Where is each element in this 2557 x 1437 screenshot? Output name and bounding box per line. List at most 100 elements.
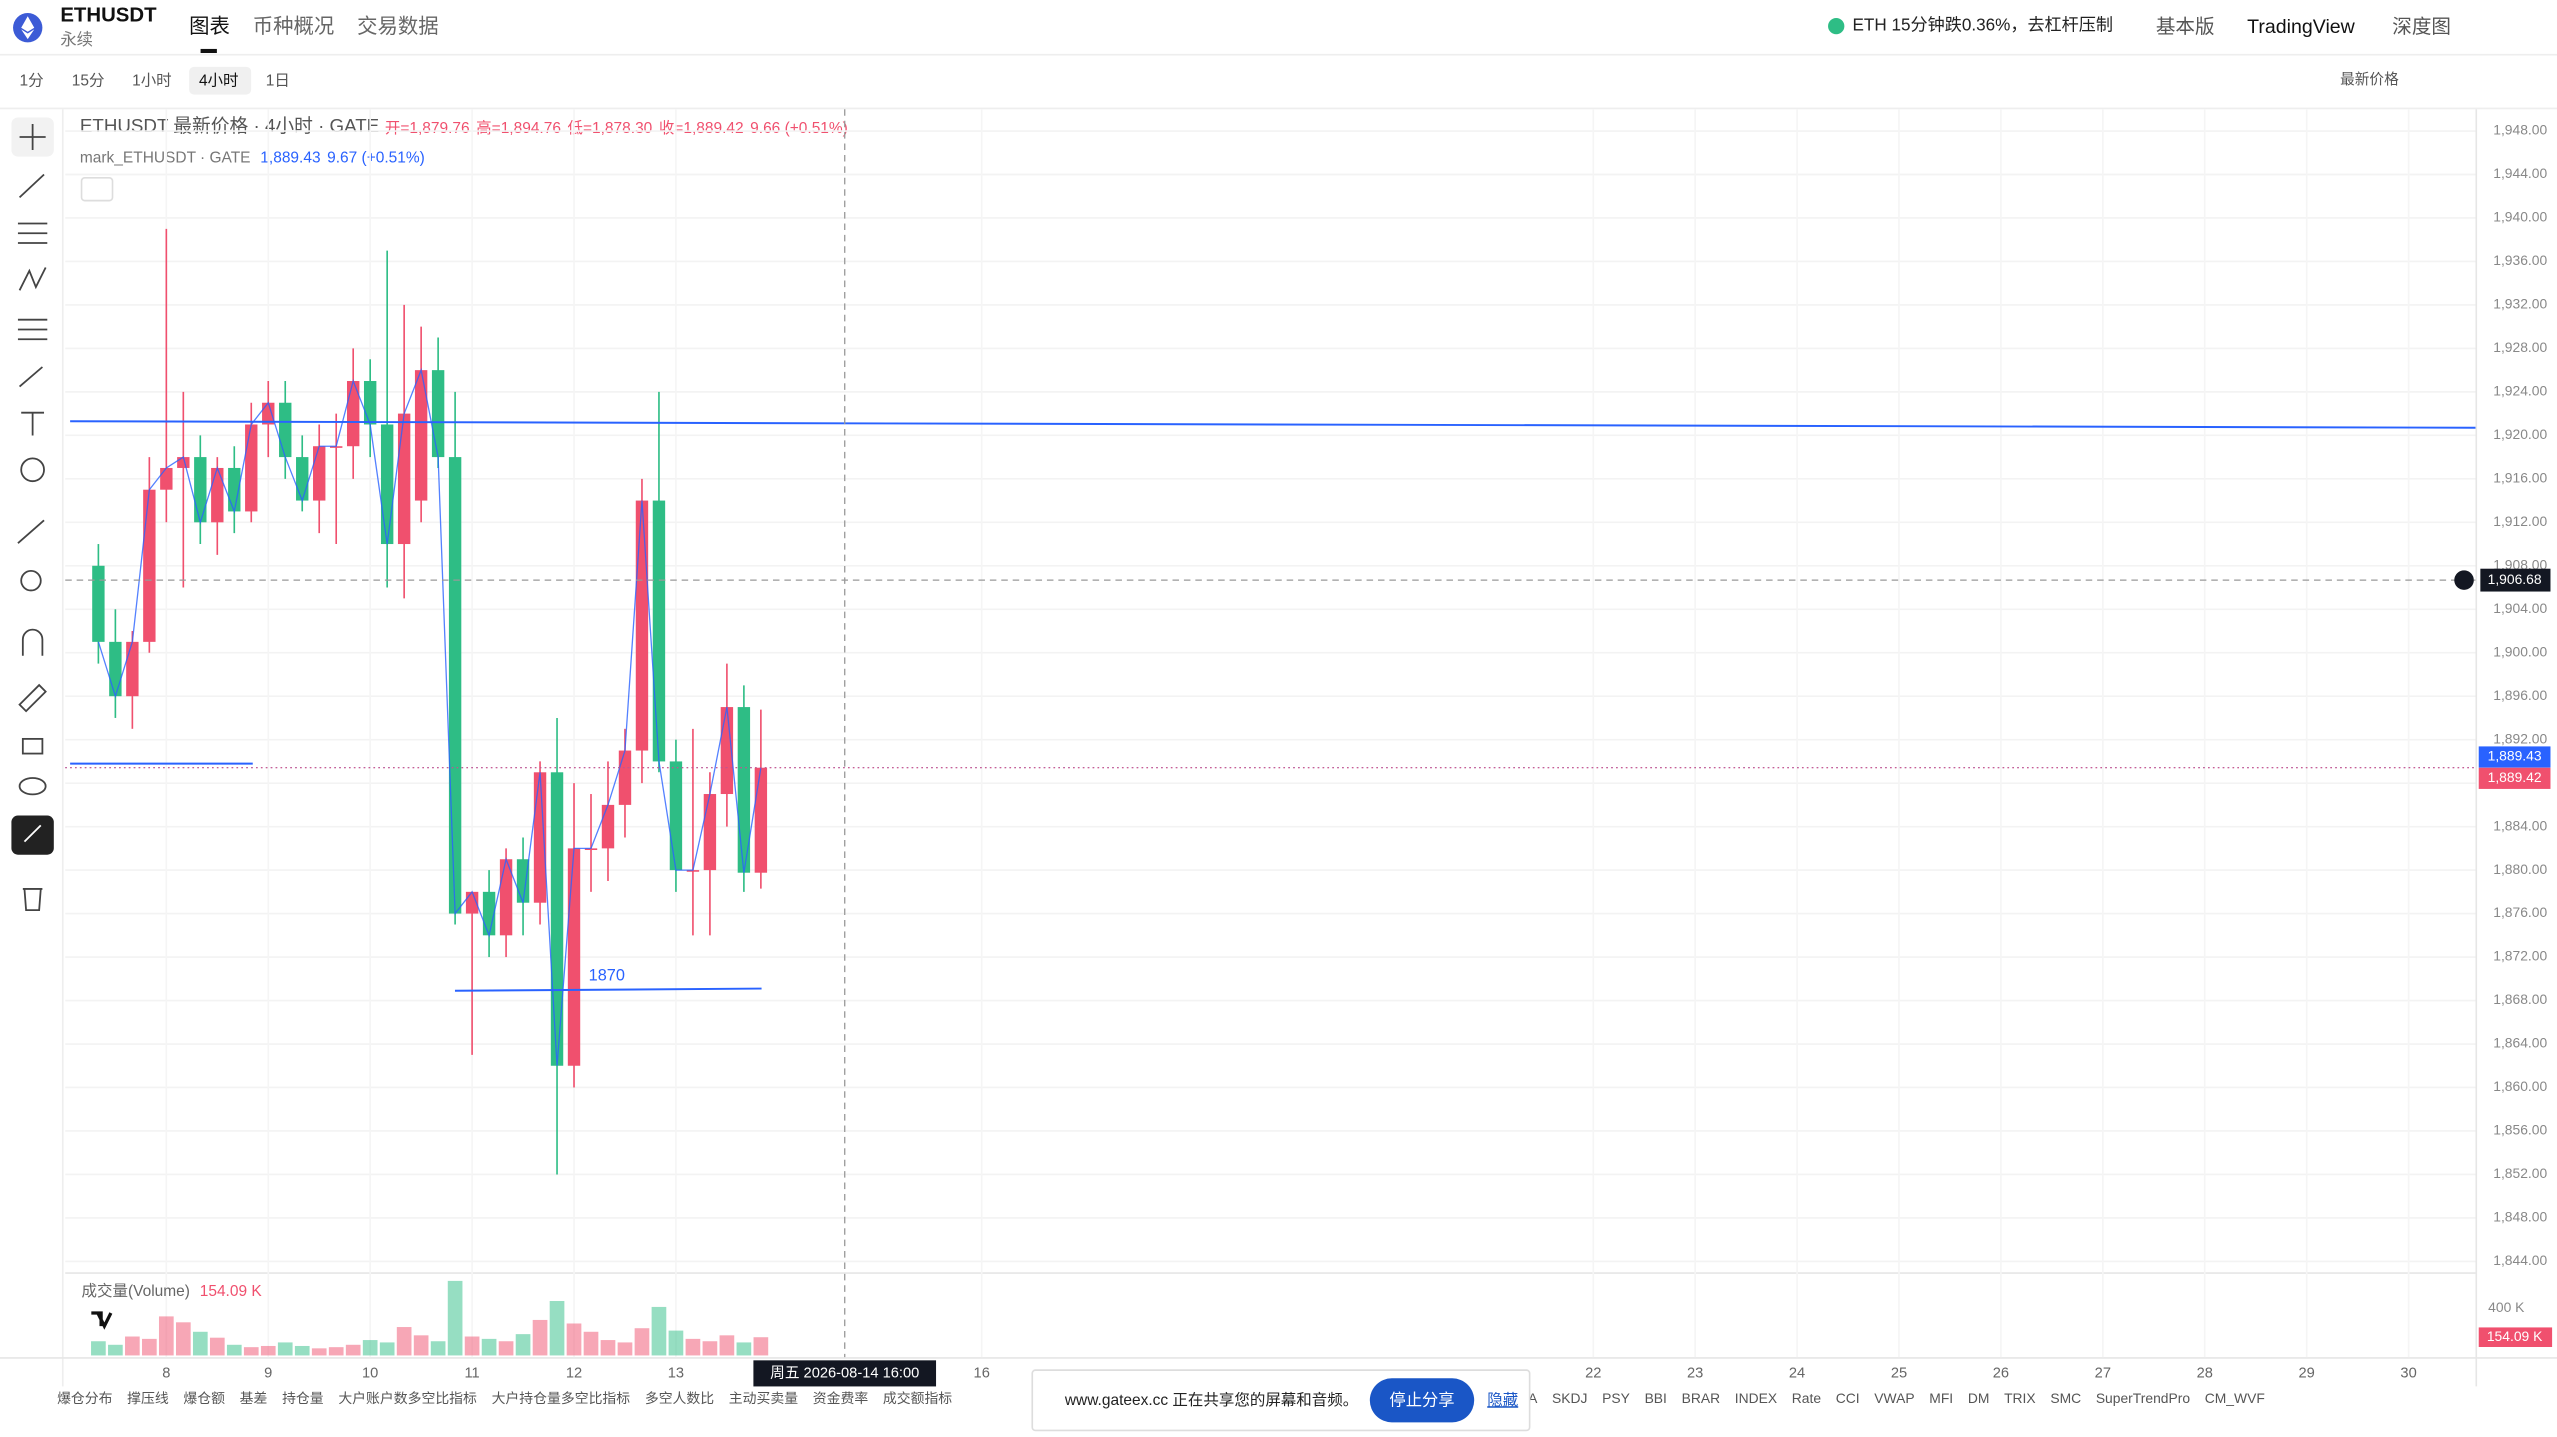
last-price-box	[2478, 746, 2551, 768]
indicator[interactable]: 成交额指标	[883, 1390, 952, 1406]
indicator[interactable]: 爆仓分布	[57, 1390, 113, 1406]
candle-body	[346, 381, 360, 447]
volume-bar	[108, 1344, 123, 1356]
price-source[interactable]: 最新价格	[2340, 71, 2399, 88]
tool-trendline[interactable]	[18, 173, 45, 199]
indicator[interactable]: VWAP	[1874, 1390, 1914, 1406]
indicator[interactable]: TRIX	[2004, 1390, 2036, 1406]
header-link[interactable]: 深度图	[2392, 16, 2451, 38]
legend-ohlc: 低=1,878.30	[568, 119, 653, 137]
volume-bar	[226, 1344, 242, 1356]
interval[interactable]: 1分	[20, 72, 44, 90]
collapse-button[interactable]	[80, 176, 114, 202]
indicator[interactable]: SKDJ	[1552, 1390, 1587, 1406]
indicator[interactable]: 资金费率	[813, 1390, 869, 1406]
legend-ohlc: 高=1,894.76	[476, 119, 561, 137]
indicator[interactable]: Rate	[1792, 1390, 1822, 1406]
x-tick-label: 13	[668, 1365, 684, 1381]
indicator[interactable]: CCI	[1836, 1390, 1860, 1406]
volume-title: 成交量(Volume)	[82, 1282, 190, 1300]
news[interactable]: ETH 15分钟跌0.36%，去杠杆压制	[1853, 16, 2113, 35]
indicator[interactable]: 爆仓额	[183, 1390, 225, 1406]
tool-link[interactable]	[23, 824, 42, 843]
tool-lock[interactable]	[21, 737, 44, 755]
candle-body	[737, 707, 751, 873]
volume-bar	[753, 1337, 769, 1356]
tool-eye[interactable]	[18, 777, 47, 796]
crosshair-add[interactable]	[2454, 570, 2474, 590]
indicator[interactable]: INDEX	[1735, 1390, 1777, 1406]
volume-last-box	[2478, 1327, 2553, 1347]
indicator[interactable]: 基差	[240, 1390, 268, 1406]
volume-bar	[243, 1347, 259, 1356]
indicator[interactable]: BBI	[1645, 1390, 1667, 1406]
indicator[interactable]: 多空人数比	[645, 1390, 714, 1406]
indicator[interactable]: SMC	[2050, 1390, 2081, 1406]
candle-body	[313, 446, 326, 501]
tool-brush[interactable]	[18, 366, 43, 388]
candle-body	[330, 446, 343, 448]
y-tick-label: 1,876.00	[2493, 904, 2547, 920]
indicator[interactable]: SuperTrendPro	[2096, 1390, 2191, 1406]
volume-bar	[277, 1342, 293, 1356]
indicator[interactable]: 大户持仓量多空比指标	[492, 1390, 631, 1406]
hide-link[interactable]: 隐藏	[1487, 1391, 1518, 1409]
tool-crosshair[interactable]	[19, 123, 46, 151]
tool-link-active[interactable]	[11, 815, 54, 855]
volume-bar	[430, 1341, 446, 1356]
volume-bar	[583, 1331, 599, 1356]
candle-body	[533, 772, 547, 903]
tool-lines[interactable]	[17, 222, 48, 244]
tool-zoom[interactable]	[20, 569, 42, 592]
indicator[interactable]: PSY	[1602, 1390, 1630, 1406]
tool-pattern[interactable]	[18, 267, 47, 291]
tool-emoji[interactable]	[20, 457, 45, 483]
stop-share-button[interactable]	[1369, 1378, 1475, 1423]
nav-tab[interactable]: 币种概况	[253, 15, 335, 38]
nav-tab[interactable]: 图表	[189, 15, 230, 38]
x-tick-label: 22	[1585, 1365, 1601, 1381]
tool-text[interactable]	[21, 411, 45, 436]
candle-body	[109, 641, 122, 697]
tool-fib[interactable]	[17, 318, 48, 341]
legend-ohlc: 开=1,879.76	[385, 120, 470, 137]
volume-bar	[91, 1341, 106, 1356]
symbol[interactable]: ETHUSDT	[60, 5, 157, 27]
y-tick-label: 1,884.00	[2493, 817, 2547, 833]
nav-tab[interactable]: 交易数据	[357, 15, 439, 38]
indicator[interactable]: DM	[1968, 1390, 1990, 1406]
indicator[interactable]: CM_WVF	[2205, 1390, 2265, 1406]
header-link[interactable]: 基本版	[2156, 16, 2215, 38]
candle-body	[245, 424, 258, 512]
y-tick-label: 1,848.00	[2493, 1209, 2547, 1225]
header-link[interactable]: TradingView	[2247, 16, 2356, 38]
volume-bar	[498, 1341, 514, 1356]
tool-magnet[interactable]	[21, 628, 44, 656]
interval[interactable]: 1日	[266, 73, 290, 90]
tool-trash[interactable]	[22, 888, 43, 912]
candle-body	[160, 467, 173, 490]
tool-ruler[interactable]	[17, 519, 45, 544]
candle-body	[211, 467, 224, 523]
indicator[interactable]: 撑压线	[127, 1390, 169, 1406]
interval[interactable]: 1小时	[132, 72, 172, 90]
indicator[interactable]: BRAR	[1682, 1390, 1721, 1406]
x-tick-label: 9	[264, 1365, 272, 1381]
volume-bar	[345, 1344, 361, 1356]
volume-bar	[600, 1340, 616, 1356]
indicator[interactable]: MFI	[1929, 1390, 1953, 1406]
interval[interactable]: 4小时	[199, 72, 239, 90]
volume-bar	[515, 1334, 531, 1356]
candle-body	[431, 370, 445, 458]
tool-lock-draw[interactable]	[18, 683, 47, 713]
indicator[interactable]: 大户账户数多空比指标	[338, 1390, 477, 1406]
indicator[interactable]: 持仓量	[282, 1390, 324, 1406]
indicator[interactable]: 主动买卖量	[729, 1390, 798, 1406]
mark-price-line	[97, 367, 762, 1066]
candle-body	[635, 500, 649, 751]
crosshair-price: 1,906.68	[2488, 571, 2542, 587]
stop-share-label[interactable]: 停止分享	[1389, 1391, 1454, 1409]
x-tick-label: 11	[464, 1365, 479, 1381]
interval[interactable]: 15分	[72, 72, 105, 90]
